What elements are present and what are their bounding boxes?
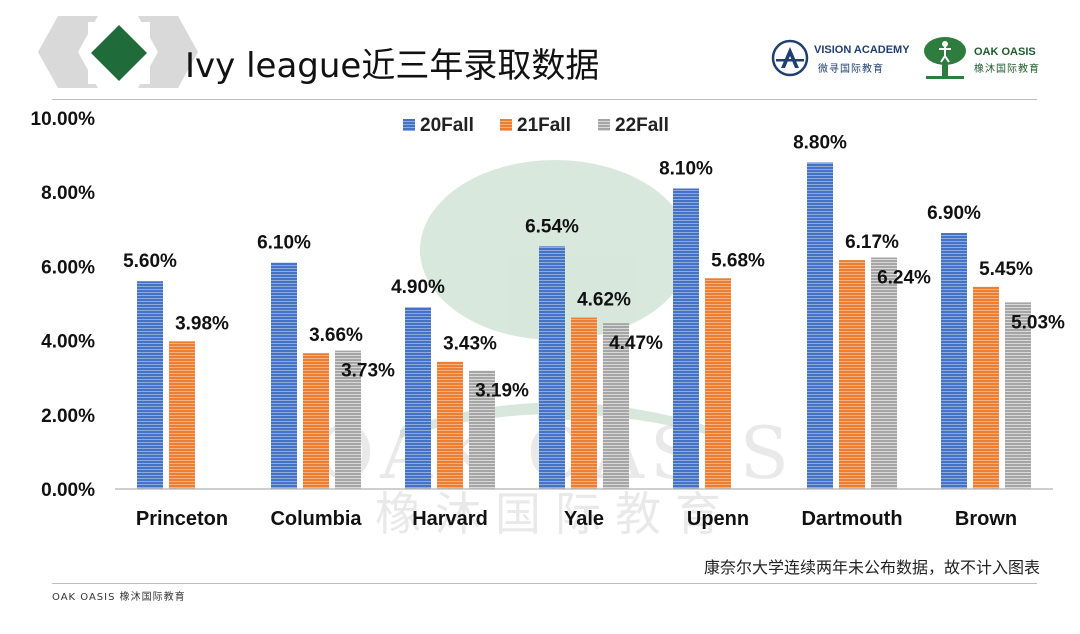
bar-21Fall-princeton (169, 341, 195, 489)
bar-20Fall-harvard (405, 307, 431, 489)
oak-oasis-logo: OAK OASIS 橡沐国际教育 (920, 34, 1070, 84)
bar-20Fall-columbia (271, 262, 297, 489)
data-label: 4.90% (391, 277, 445, 298)
footer-brand: OAK OASIS 橡沐国际教育 (52, 592, 186, 603)
x-tick-label: Columbia (270, 508, 362, 530)
page-title: Ivy league近三年录取数据 (185, 46, 600, 86)
bar-22Fall-yale (603, 323, 629, 489)
x-tick-label: Harvard (412, 508, 488, 530)
y-axis: 0.00% 2.00% 4.00% 6.00% 8.00% 10.00% (31, 109, 96, 501)
data-label: 3.66% (309, 325, 363, 346)
legend-label: 21Fall (517, 115, 571, 136)
data-label: 3.73% (341, 361, 395, 382)
oak-oasis-name: OAK OASIS (974, 46, 1036, 58)
bar-20Fall-brown (941, 233, 967, 489)
bar-21Fall-yale (571, 317, 597, 489)
legend: 20Fall 21Fall 22Fall (403, 115, 669, 136)
data-label: 3.43% (443, 334, 497, 355)
data-label: 4.47% (609, 333, 663, 354)
data-label: 6.54% (525, 216, 579, 237)
oak-oasis-subtitle: 橡沐国际教育 (974, 64, 1040, 75)
y-tick-label: 10.00% (31, 109, 96, 130)
bar-22Fall-harvard (469, 370, 495, 489)
data-label: 3.98% (175, 313, 229, 334)
bar-21Fall-dartmouth (839, 260, 865, 489)
x-tick-label: Dartmouth (801, 508, 902, 530)
header-divider (52, 99, 1037, 100)
diamond-logo-icon (88, 22, 150, 84)
slide-header: Ivy league近三年录取数据 VISION ACADEMY 微寻国际教育 … (0, 0, 1080, 100)
x-tick-label: Yale (564, 508, 604, 530)
vision-academy-name: VISION ACADEMY (814, 44, 910, 56)
legend-label: 20Fall (420, 115, 474, 136)
y-tick-label: 0.00% (41, 480, 95, 501)
data-label: 5.03% (1011, 312, 1065, 333)
bar-20Fall-princeton (137, 281, 163, 489)
bar-22Fall-dartmouth (871, 257, 897, 489)
y-tick-label: 6.00% (41, 257, 95, 278)
oak-tree-icon (924, 37, 966, 79)
bar-20Fall-upenn (673, 188, 699, 489)
vision-academy-logo: VISION ACADEMY 微寻国际教育 (770, 38, 920, 82)
y-tick-label: 4.00% (41, 332, 95, 353)
vision-academy-subtitle: 微寻国际教育 (818, 64, 884, 75)
legend-label: 22Fall (615, 115, 669, 136)
data-label: 6.90% (927, 203, 981, 224)
bar-20Fall-yale (539, 246, 565, 489)
data-label: 5.68% (711, 250, 765, 271)
x-tick-label: Princeton (136, 508, 228, 530)
bar-21Fall-columbia (303, 353, 329, 489)
footer-divider (52, 583, 1037, 584)
y-tick-label: 8.00% (41, 183, 95, 204)
data-label: 3.19% (475, 381, 529, 402)
data-label: 6.10% (257, 233, 311, 254)
data-label: 4.62% (577, 290, 631, 311)
data-labels-group: 5.60% 3.98% 6.10% 3.66% 3.73% 4.90% 3.43% 3.19%… (123, 133, 1065, 402)
bar-22Fall-columbia (335, 350, 361, 489)
data-label: 5.60% (123, 251, 177, 272)
data-label: 8.80% (793, 133, 847, 154)
x-axis: Princeton Columbia Harvard Yale Upenn Dartmou… (115, 488, 1053, 530)
data-label: 5.45% (979, 259, 1033, 280)
y-tick-label: 2.00% (41, 406, 95, 427)
bar-21Fall-upenn (705, 278, 731, 489)
vision-academy-emblem-icon (771, 39, 809, 77)
legend-swatch (403, 119, 415, 131)
decorative-stripes (38, 16, 198, 88)
watermark-subtext: 橡沐国际教育 (375, 487, 735, 541)
legend-swatch (500, 119, 512, 131)
bars-group (137, 162, 1031, 489)
bar-20Fall-dartmouth (807, 162, 833, 489)
chart-footnote: 康奈尔大学连续两年未公布数据，故不计入图表 (703, 558, 1040, 577)
data-label: 6.24% (877, 267, 931, 288)
bar-21Fall-brown (973, 286, 999, 489)
bar-22Fall-brown (1005, 302, 1031, 489)
x-tick-label: Upenn (687, 508, 749, 530)
x-tick-label: Brown (955, 508, 1017, 530)
bar-21Fall-harvard (437, 361, 463, 489)
bar-chart: OAK OASIS 橡沐国际教育 0.00%2.00%4.00%6.00%8.0… (31, 109, 1065, 541)
data-label: 8.10% (659, 158, 713, 179)
data-label: 6.17% (845, 232, 899, 253)
legend-swatch (598, 119, 610, 131)
